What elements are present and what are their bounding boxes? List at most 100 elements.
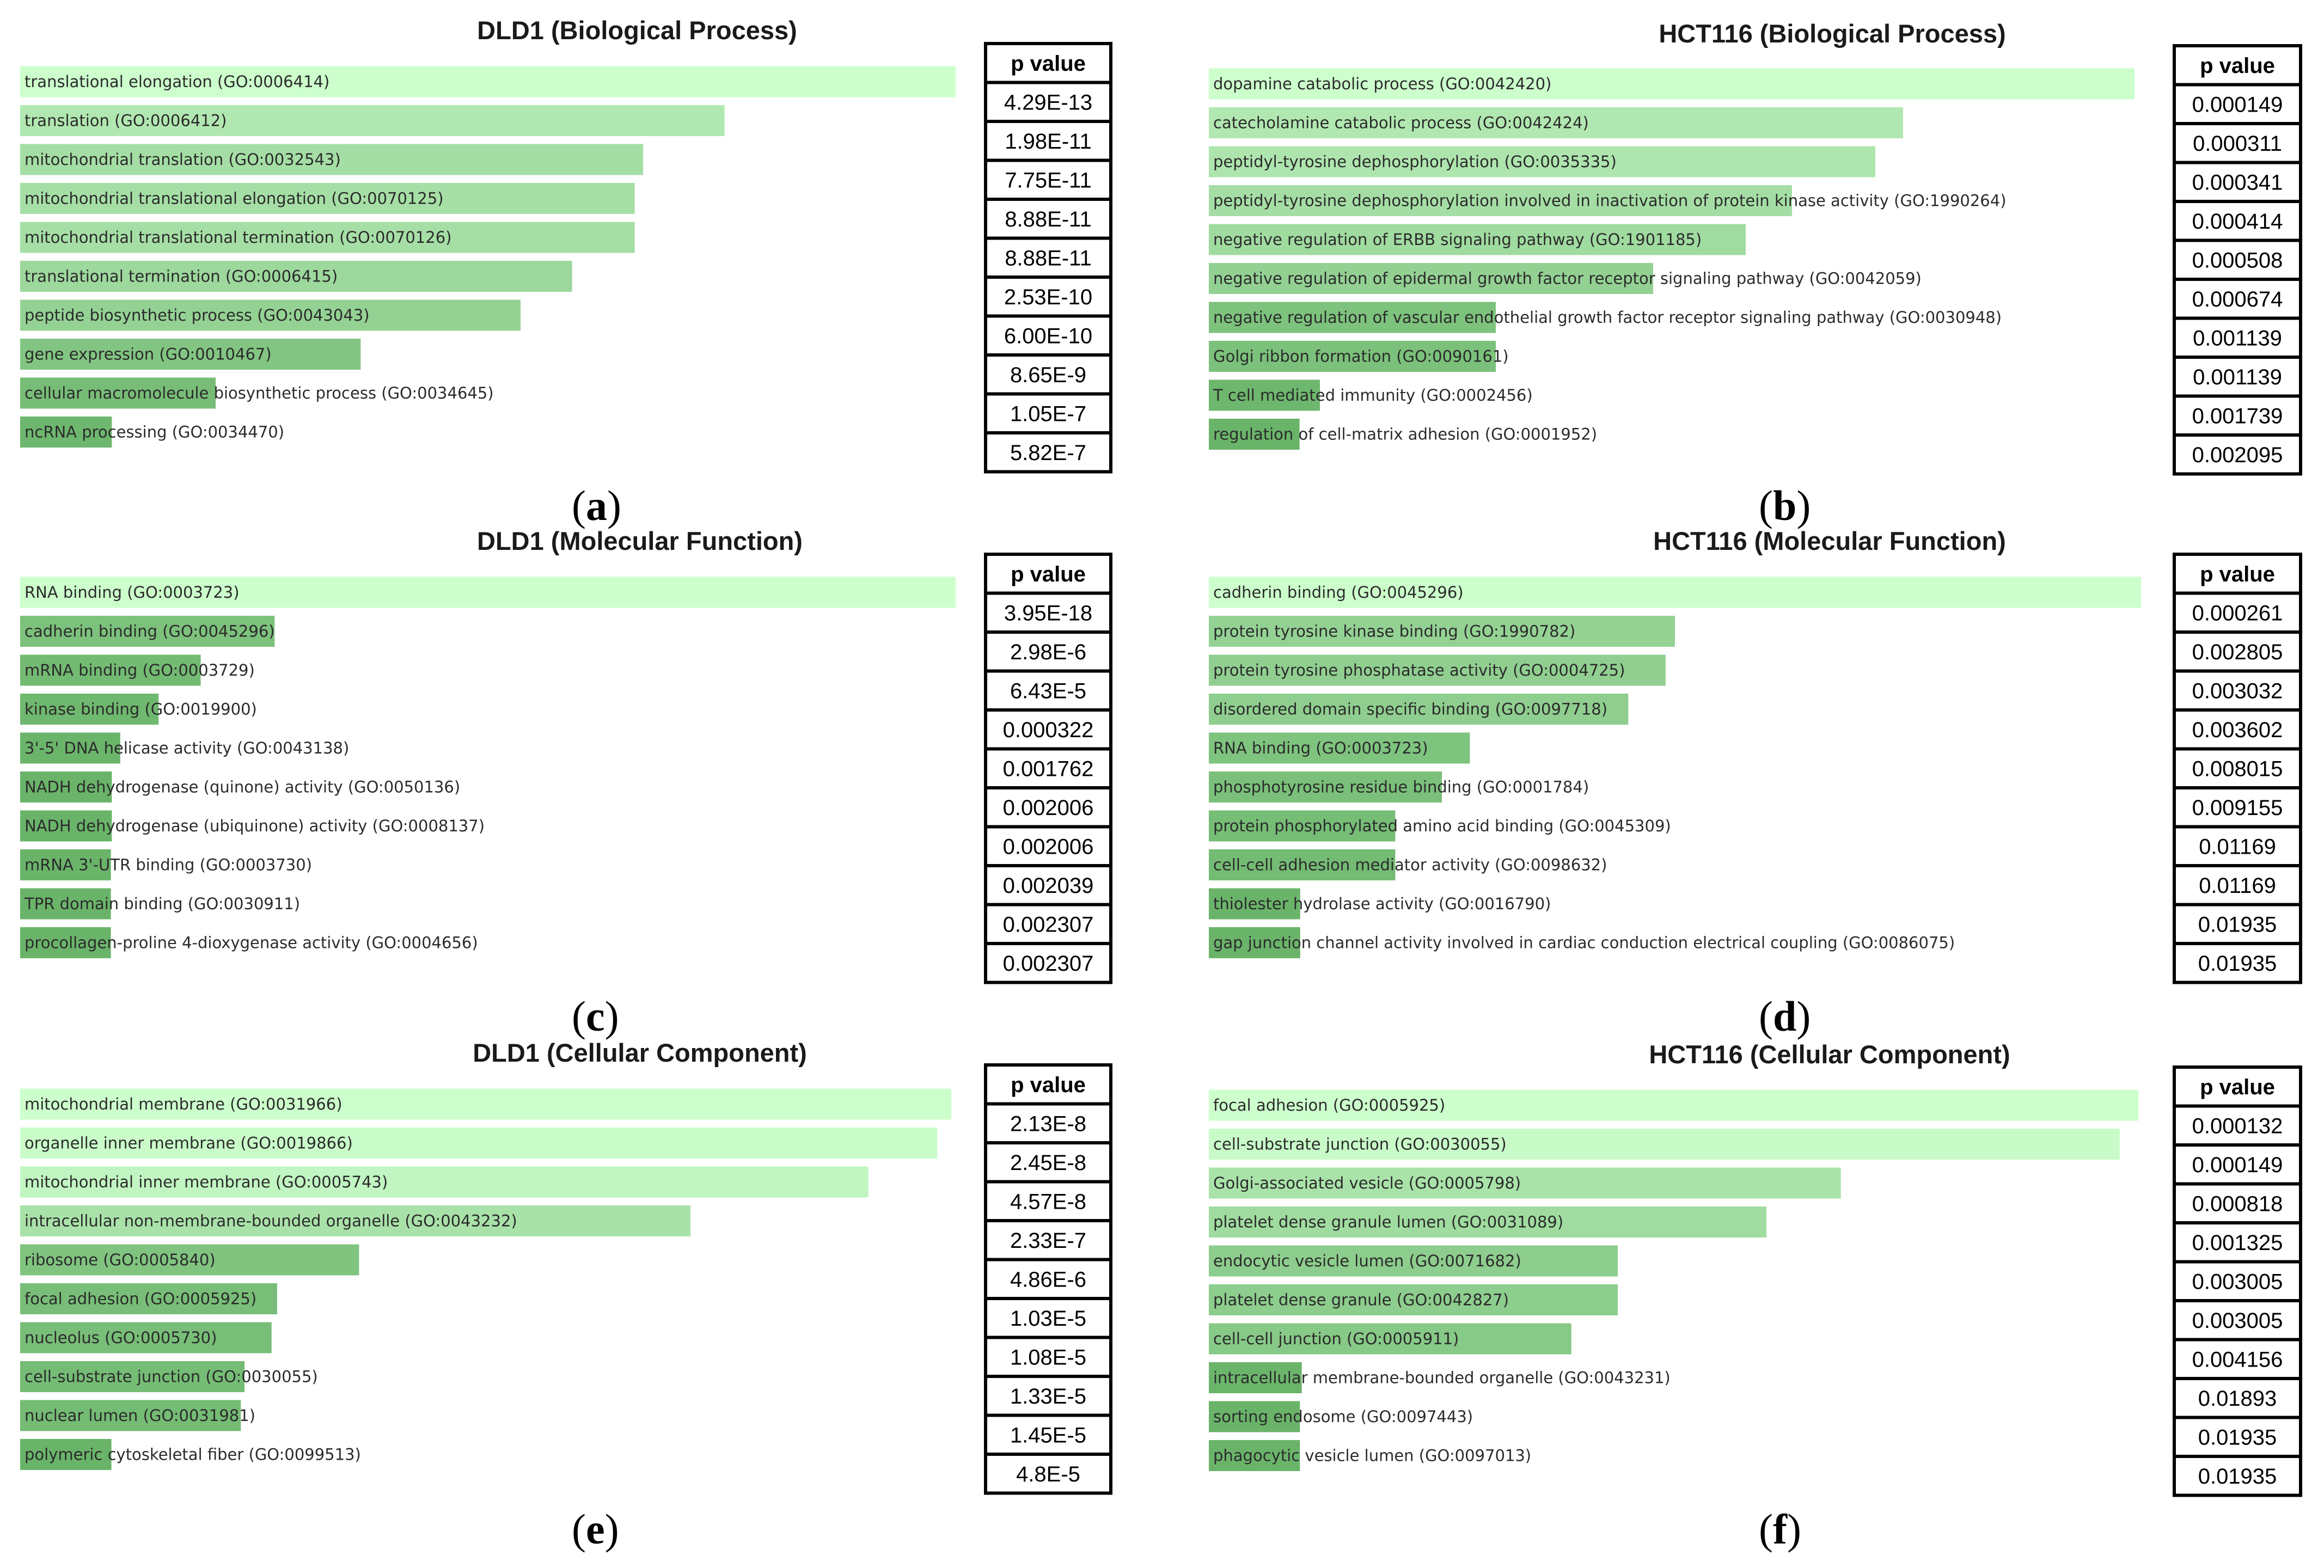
p-value-table: p value 3.95E-18 2.98E-6 6.43E-5 0.000322 0.0… (984, 553, 1112, 984)
bar (1209, 849, 1396, 880)
p-value-cell: 0.001139 (2193, 326, 2282, 350)
bar-label: TPR domain binding (GO:0030911) (24, 895, 300, 913)
p-value-cell: 8.65E-9 (1010, 363, 1086, 387)
bar (1209, 1362, 1302, 1393)
p-value-cell: 4.29E-13 (1004, 90, 1092, 114)
bar (20, 377, 216, 409)
p-value-cell: 0.002307 (1003, 912, 1094, 936)
bar-label: mitochondrial inner membrane (GO:0005743… (25, 1173, 388, 1191)
bar (1209, 107, 1903, 138)
panel-label-open-paren: ( (572, 993, 586, 1040)
bar-label: focal adhesion (GO:0005925) (25, 1290, 256, 1308)
bar-label: 3'-5' DNA helicase activity (GO:0043138) (25, 739, 349, 757)
bar-label: ribosome (GO:0005840) (25, 1251, 216, 1269)
panel-label-open-paren: ( (1759, 482, 1773, 529)
bar (20, 416, 112, 448)
bar (20, 1322, 272, 1353)
bar (1209, 1440, 1300, 1471)
p-value-cell: 0.000818 (2192, 1192, 2283, 1216)
chart-panel-e: DLD1 (Cellular Component) mitochondrial m… (20, 1038, 1112, 1553)
bar-label: platelet dense granule lumen (GO:0031089… (1213, 1213, 1563, 1232)
bar-group: focal adhesion (GO:0005925) cell-substrat… (1209, 1089, 2138, 1471)
p-value-cell: 2.45E-8 (1010, 1151, 1086, 1175)
bar-label: regulation of cell-matrix adhesion (GO:0… (1213, 425, 1597, 444)
bar (1209, 1284, 1618, 1315)
panel-label-letter: a (586, 482, 607, 529)
bar (20, 1283, 277, 1314)
bar (1209, 694, 1629, 725)
p-value-cell: 2.13E-8 (1010, 1112, 1086, 1136)
p-value-table-frame (984, 553, 1112, 984)
bar-label: phosphotyrosine residue binding (GO:0001… (1213, 778, 1589, 797)
bar-label: dopamine catabolic process (GO:0042420) (1213, 75, 1551, 93)
bar (20, 339, 361, 370)
bar-label: NADH dehydrogenase (quinone) activity (G… (25, 778, 460, 797)
p-value-cell: 2.53E-10 (1004, 285, 1092, 309)
bar-label: translational elongation (GO:0006414) (25, 72, 329, 91)
bar-label: sorting endosome (GO:0097443) (1213, 1407, 1473, 1426)
p-value-table-frame (2173, 44, 2302, 476)
bar (20, 66, 956, 97)
bar-label: intracellular non-membrane-bounded organ… (25, 1212, 517, 1230)
bar (1209, 302, 1496, 333)
bar-label: mRNA binding (GO:0003729) (25, 661, 255, 679)
p-value-cell: 0.000508 (2192, 248, 2283, 272)
bar-label: T cell mediated immunity (GO:0002456) (1213, 386, 1533, 405)
p-value-cell: 0.001325 (2192, 1231, 2283, 1255)
bar-label: mRNA 3'-UTR binding (GO:0003730) (25, 856, 312, 874)
panel-label-close-paren: ) (607, 482, 621, 529)
bar (1209, 263, 1653, 294)
p-value-cell: 0.000674 (2192, 287, 2283, 311)
chart-title: DLD1 (Cellular Component) (473, 1038, 807, 1067)
bar-label: cellular macromolecule biosynthetic proc… (25, 384, 494, 402)
chart-panel-d: HCT116 (Molecular Function) cadherin bind… (1209, 526, 2302, 1040)
bar-label: gap junction channel activity involved i… (1213, 934, 1955, 952)
bar-label: intracellular membrane-bounded organelle… (1213, 1369, 1671, 1387)
p-value-cell: 1.05E-7 (1010, 402, 1086, 426)
bar (1209, 927, 1300, 958)
bar-label: platelet dense granule (GO:0042827) (1213, 1291, 1509, 1309)
bar (20, 927, 111, 958)
panel-label: (d) (1759, 993, 1811, 1040)
chart-panel-b: HCT116 (Biological Process) dopamine cata… (1209, 19, 2302, 529)
p-value-cell: 0.000322 (1003, 718, 1094, 742)
bar-label: protein tyrosine phosphatase activity (G… (1213, 661, 1625, 679)
bar (1209, 616, 1675, 647)
bar (20, 1244, 359, 1276)
p-value-table: p value 0.000261 0.002805 0.003032 0.003602 0… (2173, 553, 2302, 984)
p-value-cell: 0.01935 (2198, 1425, 2277, 1449)
p-value-cell: 0.01935 (2198, 1465, 2277, 1489)
bar (20, 261, 572, 292)
bar-label: procollagen-proline 4-dioxygenase activi… (25, 934, 478, 952)
bar-label: disordered domain specific binding (GO:0… (1213, 700, 1607, 719)
panel-label-open-paren: ( (1759, 993, 1773, 1040)
bar (1209, 888, 1300, 920)
p-value-header: p value (2200, 1075, 2275, 1099)
panel-label-close-paren: ) (1796, 482, 1811, 529)
panel-label-letter: e (586, 1505, 605, 1553)
chart-title: HCT116 (Cellular Component) (1649, 1040, 2010, 1069)
bar (1209, 732, 1470, 764)
chart-panel-f: HCT116 (Cellular Component) focal adhesio… (1209, 1040, 2302, 1553)
bar-label: focal adhesion (GO:0005925) (1213, 1096, 1445, 1114)
bar (20, 1361, 245, 1392)
p-value-table: p value 4.29E-13 1.98E-11 7.75E-11 8.88E-11 8… (984, 42, 1112, 474)
bar (20, 771, 112, 803)
p-value-table: p value 0.000149 0.000311 0.000341 0.000414 0… (2173, 44, 2302, 476)
bar (1209, 68, 2135, 100)
bar-label: Golgi-associated vesicle (GO:0005798) (1213, 1174, 1521, 1192)
bar (1209, 1167, 1841, 1199)
p-value-cell: 6.00E-10 (1004, 324, 1092, 348)
bar-label: nuclear lumen (GO:0031981) (25, 1406, 255, 1425)
panel-label: (e) (572, 1505, 619, 1553)
p-value-table-frame (2173, 1065, 2302, 1497)
p-value-cell: 0.003005 (2192, 1309, 2283, 1333)
panel-label: (b) (1759, 482, 1811, 529)
p-value-cell: 0.000149 (2192, 1153, 2283, 1177)
p-value-cell: 1.03E-5 (1010, 1307, 1086, 1331)
panel-label-letter: b (1773, 482, 1796, 529)
bar-label: peptidyl-tyrosine dephosphorylation (GO:… (1213, 152, 1617, 171)
p-value-header: p value (2200, 562, 2275, 586)
p-value-cell: 0.01169 (2199, 874, 2276, 898)
p-value-header: p value (1011, 1073, 1086, 1097)
